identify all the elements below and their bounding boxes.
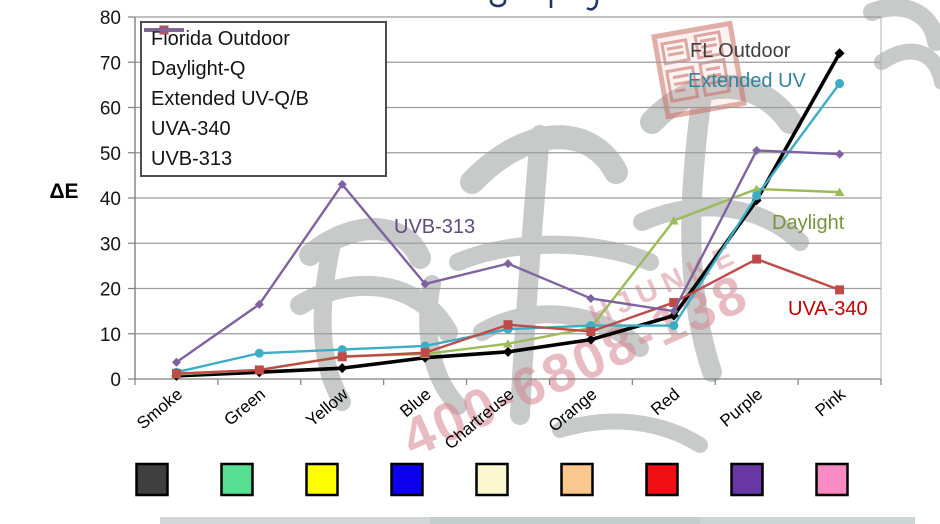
y-tick-label: 70 xyxy=(100,53,121,74)
clipped-bottom-row xyxy=(430,517,700,524)
y-tick-label: 30 xyxy=(100,234,121,255)
legend-marker-uvb-313 xyxy=(144,25,184,35)
y-tick-label: 40 xyxy=(100,189,121,210)
legend-item: Extended UV-Q/B xyxy=(144,25,385,113)
legend-label: UVB-313 xyxy=(151,147,233,170)
color-swatch-smoke xyxy=(135,462,169,497)
y-axis-title: ΔE xyxy=(49,180,78,203)
series-uvb-313 xyxy=(171,145,845,367)
color-swatch-green xyxy=(220,462,254,497)
y-tick-label: 60 xyxy=(100,99,121,120)
y-tick-label: 80 xyxy=(100,8,121,29)
y-tick-label: 50 xyxy=(100,144,121,165)
y-tick-label: 0 xyxy=(110,370,121,391)
y-tick-label: 10 xyxy=(100,325,121,346)
color-swatch-purple xyxy=(730,462,764,497)
x-category-label: Smoke xyxy=(133,385,186,434)
series-uva-340 xyxy=(171,254,845,379)
legend-item: UVA-340 xyxy=(144,25,385,143)
chart-legend: Florida Outdoor Daylight-Q Extended UV-Q… xyxy=(140,21,387,177)
annotation-fl-outdoor: FL Outdoor xyxy=(690,40,791,62)
color-swatch-chartreuse xyxy=(475,462,509,497)
legend-item: Florida Outdoor xyxy=(144,25,385,53)
legend-label: Extended UV-Q/B xyxy=(151,87,309,110)
annotation-uvb-313: UVB-313 xyxy=(394,216,476,238)
y-tick-label: 20 xyxy=(100,280,121,301)
legend-label: UVA-340 xyxy=(151,117,231,140)
legend-item: Daylight-Q xyxy=(144,25,385,83)
clipped-title-fragment xyxy=(489,0,599,11)
clipped-bottom-row xyxy=(700,517,915,524)
annotation-extended-uv: Extended UV xyxy=(688,70,806,92)
color-swatch-blue xyxy=(390,462,424,497)
color-swatch-red xyxy=(645,462,679,497)
legend-item: UVB-313 xyxy=(144,25,385,173)
clipped-bottom-row xyxy=(160,517,430,524)
color-swatch-pink xyxy=(815,462,849,497)
x-category-label: Purple xyxy=(716,385,766,431)
x-category-label: Yellow xyxy=(302,384,352,430)
x-category-label: Pink xyxy=(812,384,850,420)
x-category-label: Orange xyxy=(545,385,601,436)
seal-stamp-icon xyxy=(651,20,747,120)
annotation-uva-340: UVA-340 xyxy=(788,298,868,320)
x-category-label: Red xyxy=(647,385,683,420)
annotation-daylight: Daylight xyxy=(772,212,845,234)
x-category-label: Chartreuse xyxy=(441,385,518,454)
x-category-label: Blue xyxy=(396,385,434,421)
legend-label: Daylight-Q xyxy=(151,57,246,80)
x-category-label: Green xyxy=(220,385,268,430)
color-swatch-orange xyxy=(560,462,594,497)
color-swatch-yellow xyxy=(305,462,339,497)
legend-label: Florida Outdoor xyxy=(151,27,290,50)
